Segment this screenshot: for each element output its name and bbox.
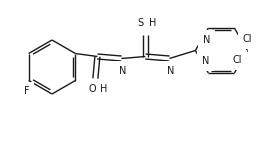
- Text: H: H: [149, 18, 157, 29]
- Text: S: S: [137, 18, 143, 29]
- Text: N: N: [167, 66, 174, 75]
- Text: Cl: Cl: [233, 55, 242, 65]
- Text: F: F: [24, 87, 29, 96]
- Text: N: N: [119, 66, 126, 75]
- Text: Cl: Cl: [242, 34, 252, 44]
- Text: H: H: [100, 85, 108, 94]
- Text: N: N: [202, 56, 209, 66]
- Text: N: N: [203, 35, 210, 45]
- Text: O: O: [88, 85, 96, 94]
